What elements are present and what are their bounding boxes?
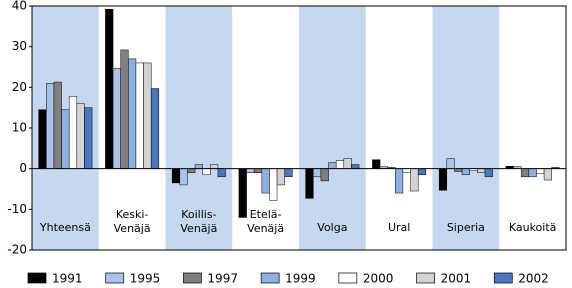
bar (120, 49, 129, 169)
bar (284, 168, 293, 178)
bar (128, 58, 137, 169)
bar (210, 164, 219, 169)
x-tick-label: Ural (387, 221, 411, 234)
bar (187, 168, 196, 173)
category-band (299, 6, 366, 250)
legend-label: 1995 (130, 272, 161, 286)
bar (46, 83, 55, 169)
legend-swatch (27, 272, 47, 284)
bar (61, 109, 70, 169)
legend-label: 1999 (285, 272, 316, 286)
bar (446, 158, 455, 169)
bar (76, 103, 85, 169)
x-tick-label: Yhteensä (39, 221, 91, 234)
bar (135, 62, 144, 169)
legend-swatch (416, 272, 435, 284)
bar (484, 168, 493, 178)
x-tick-label: Siperia (446, 221, 485, 234)
bar (438, 168, 448, 191)
bar (520, 168, 530, 178)
bar (536, 168, 545, 174)
bar (171, 168, 181, 184)
bar (477, 168, 486, 173)
bar (351, 164, 360, 169)
legend-label: 1991 (52, 272, 83, 286)
bar (395, 168, 404, 194)
x-tick-label: Volga (317, 221, 348, 234)
bar (143, 62, 152, 169)
legend-swatch (183, 272, 202, 284)
bar (410, 168, 419, 192)
x-tick-label: Etelä- Venäjä (247, 208, 285, 235)
y-tick-label: -20 (7, 243, 27, 257)
legend-label: 2000 (363, 272, 394, 286)
category-band (432, 6, 500, 250)
y-tick-label: 30 (12, 39, 27, 53)
y-tick-label: 20 (12, 80, 27, 94)
legend-label: 2002 (518, 272, 549, 286)
bar (313, 168, 322, 178)
bar (38, 109, 47, 169)
bar (105, 9, 114, 169)
bar (320, 168, 329, 182)
bar (194, 164, 203, 169)
legend-swatch (260, 272, 280, 284)
legend-label: 2001 (441, 272, 472, 286)
bar (179, 168, 188, 186)
x-tick-label: Kaukoitä (508, 221, 557, 234)
bar (328, 162, 337, 169)
x-tick-label: Keski- Venäjä (113, 208, 151, 235)
bar (202, 168, 211, 176)
bar (402, 168, 411, 173)
plot-frame (31, 5, 567, 251)
bar (335, 160, 345, 169)
bar (112, 67, 121, 169)
bar (305, 168, 314, 199)
bar (217, 168, 226, 178)
x-tick-label: Koillis- Venäjä (180, 208, 218, 235)
y-tick-label: -10 (7, 202, 27, 216)
bar (276, 168, 285, 186)
bar (53, 81, 62, 169)
bar (84, 107, 93, 169)
bar (269, 168, 278, 201)
y-tick-label: 10 (12, 121, 27, 135)
bar (528, 168, 537, 178)
y-tick-label: 0 (19, 161, 27, 175)
bar (261, 168, 270, 194)
bar (343, 158, 352, 169)
bar (150, 88, 160, 169)
bar (372, 159, 381, 169)
bar (543, 168, 552, 181)
bar (417, 168, 427, 176)
legend-swatch (338, 272, 358, 284)
bar (68, 96, 78, 169)
legend-swatch (105, 272, 125, 284)
bar (253, 168, 263, 173)
bar (461, 168, 470, 176)
legend-swatch (493, 272, 513, 284)
y-tick-label: 40 (12, 0, 27, 13)
bar (246, 168, 255, 173)
legend-label: 1997 (207, 272, 238, 286)
category-band (165, 6, 233, 250)
